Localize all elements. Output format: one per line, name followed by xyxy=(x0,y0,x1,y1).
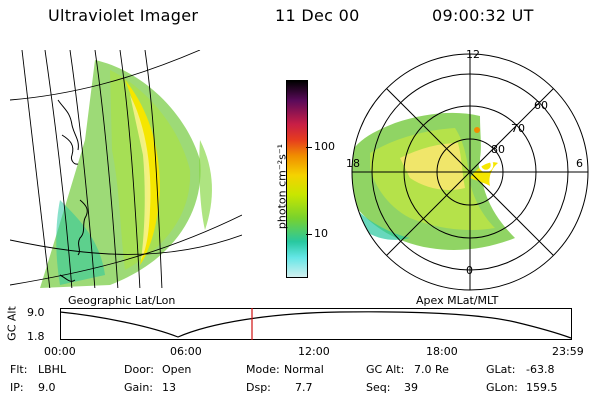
colorbar-tick-100 xyxy=(306,147,312,148)
mlt-label-12: 12 xyxy=(466,48,480,61)
mode-label: Mode: xyxy=(246,363,280,376)
seq-label: Seq: xyxy=(366,381,391,394)
dsp-label: Dsp: xyxy=(246,381,271,394)
altitude-ytick-high: 9.0 xyxy=(27,306,45,319)
glat-value: -63.8 xyxy=(526,363,555,376)
altitude-xtick-1800: 18:00 xyxy=(426,345,458,358)
gcalt-value: 7.0 Re xyxy=(414,363,449,376)
info-row-2: IP: 9.0 Gain: 13 Dsp: 7.7 Seq: 39 GLon: … xyxy=(10,381,590,397)
altitude-xtick-0000: 00:00 xyxy=(44,345,76,358)
mlt-label-18: 18 xyxy=(346,157,360,170)
gain-label: Gain: xyxy=(124,381,153,394)
info-row-1: Flt: LBHL Door: Open Mode: Normal GC Alt… xyxy=(10,363,590,379)
ip-value: 9.0 xyxy=(38,381,56,394)
door-label: Door: xyxy=(124,363,154,376)
flt-value: LBHL xyxy=(38,363,67,376)
colorbar-label-100: 100 xyxy=(314,140,335,153)
altitude-xtick-2359: 23:59 xyxy=(552,345,584,358)
mlat-label-80: 80 xyxy=(491,143,505,156)
colorbar-label-10: 10 xyxy=(314,227,328,240)
polar-plot xyxy=(351,53,589,291)
glon-label: GLon: xyxy=(486,381,518,394)
mlat-label-60: 60 xyxy=(534,99,548,112)
dsp-value: 7.7 xyxy=(295,381,313,394)
altitude-ytick-low: 1.8 xyxy=(27,330,45,343)
colorbar-tick-10 xyxy=(306,234,312,235)
app-title: Ultraviolet Imager xyxy=(48,6,199,25)
left-panel-caption: Geographic Lat/Lon xyxy=(68,294,176,307)
ip-label: IP: xyxy=(10,381,24,394)
altitude-ylabel: GC Alt xyxy=(5,306,19,341)
altitude-plot xyxy=(59,308,572,340)
right-panel-caption: Apex MLat/MLT xyxy=(416,294,499,307)
glon-value: 159.5 xyxy=(526,381,558,394)
altitude-xtick-1200: 12:00 xyxy=(298,345,330,358)
colorbar-unit-label: photon cm⁻²s⁻¹ xyxy=(275,143,289,230)
mlat-label-70: 70 xyxy=(511,122,525,135)
colorbar xyxy=(286,80,308,278)
door-value: Open xyxy=(162,363,192,376)
glat-label: GLat: xyxy=(486,363,516,376)
mlt-label-0: 0 xyxy=(466,264,473,277)
seq-value: 39 xyxy=(404,381,418,394)
header-date: 11 Dec 00 xyxy=(275,6,360,25)
gain-value: 13 xyxy=(162,381,176,394)
mode-value: Normal xyxy=(284,363,324,376)
header-time: 09:00:32 UT xyxy=(432,6,534,25)
flt-label: Flt: xyxy=(10,363,28,376)
geographic-map xyxy=(10,50,242,288)
altitude-xtick-0600: 06:00 xyxy=(170,345,202,358)
mlt-label-6: 6 xyxy=(576,157,583,170)
gcalt-label: GC Alt: xyxy=(366,363,405,376)
